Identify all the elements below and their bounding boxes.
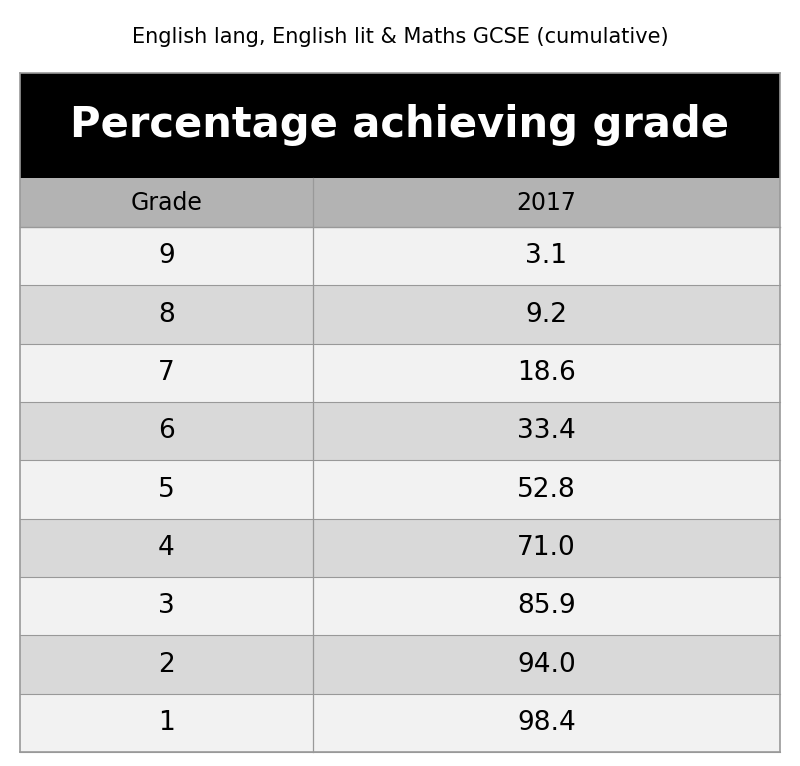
- Text: Grade: Grade: [130, 191, 202, 214]
- Text: 5: 5: [158, 476, 174, 502]
- Text: 4: 4: [158, 535, 174, 561]
- Text: 98.4: 98.4: [517, 710, 576, 736]
- Text: 3.1: 3.1: [526, 243, 567, 269]
- Text: 2017: 2017: [516, 191, 576, 214]
- Text: 2: 2: [158, 652, 174, 678]
- Text: 52.8: 52.8: [517, 476, 576, 502]
- Text: 9: 9: [158, 243, 174, 269]
- Text: 94.0: 94.0: [517, 652, 576, 678]
- Text: 1: 1: [158, 710, 174, 736]
- Text: 33.4: 33.4: [517, 418, 576, 444]
- Text: 6: 6: [158, 418, 174, 444]
- Text: 18.6: 18.6: [517, 360, 576, 386]
- Text: 8: 8: [158, 302, 174, 328]
- Text: 85.9: 85.9: [517, 594, 576, 620]
- Text: 3: 3: [158, 594, 174, 620]
- Text: 9.2: 9.2: [526, 302, 567, 328]
- Text: 71.0: 71.0: [517, 535, 576, 561]
- Text: Percentage achieving grade: Percentage achieving grade: [70, 104, 730, 146]
- Text: 7: 7: [158, 360, 174, 386]
- Text: English lang, English lit & Maths GCSE (cumulative): English lang, English lit & Maths GCSE (…: [132, 27, 668, 47]
